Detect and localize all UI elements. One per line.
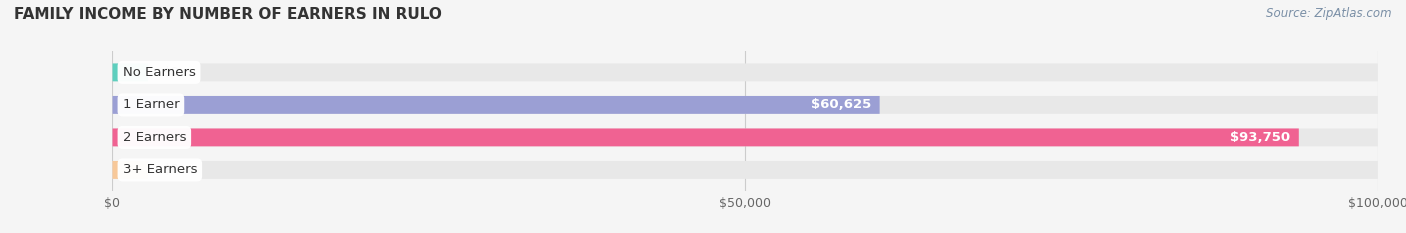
- Text: $60,625: $60,625: [810, 98, 870, 111]
- FancyBboxPatch shape: [112, 161, 1378, 179]
- Text: 3+ Earners: 3+ Earners: [122, 163, 197, 176]
- Text: $0: $0: [163, 163, 180, 176]
- Text: 1 Earner: 1 Earner: [122, 98, 179, 111]
- Text: FAMILY INCOME BY NUMBER OF EARNERS IN RULO: FAMILY INCOME BY NUMBER OF EARNERS IN RU…: [14, 7, 441, 22]
- FancyBboxPatch shape: [112, 63, 1378, 81]
- Text: Source: ZipAtlas.com: Source: ZipAtlas.com: [1267, 7, 1392, 20]
- FancyBboxPatch shape: [112, 161, 148, 179]
- FancyBboxPatch shape: [112, 96, 880, 114]
- FancyBboxPatch shape: [112, 128, 1378, 146]
- FancyBboxPatch shape: [112, 63, 148, 81]
- Text: $93,750: $93,750: [1230, 131, 1289, 144]
- FancyBboxPatch shape: [112, 128, 1299, 146]
- FancyBboxPatch shape: [112, 96, 1378, 114]
- Text: 2 Earners: 2 Earners: [122, 131, 186, 144]
- Text: No Earners: No Earners: [122, 66, 195, 79]
- Text: $0: $0: [163, 66, 180, 79]
